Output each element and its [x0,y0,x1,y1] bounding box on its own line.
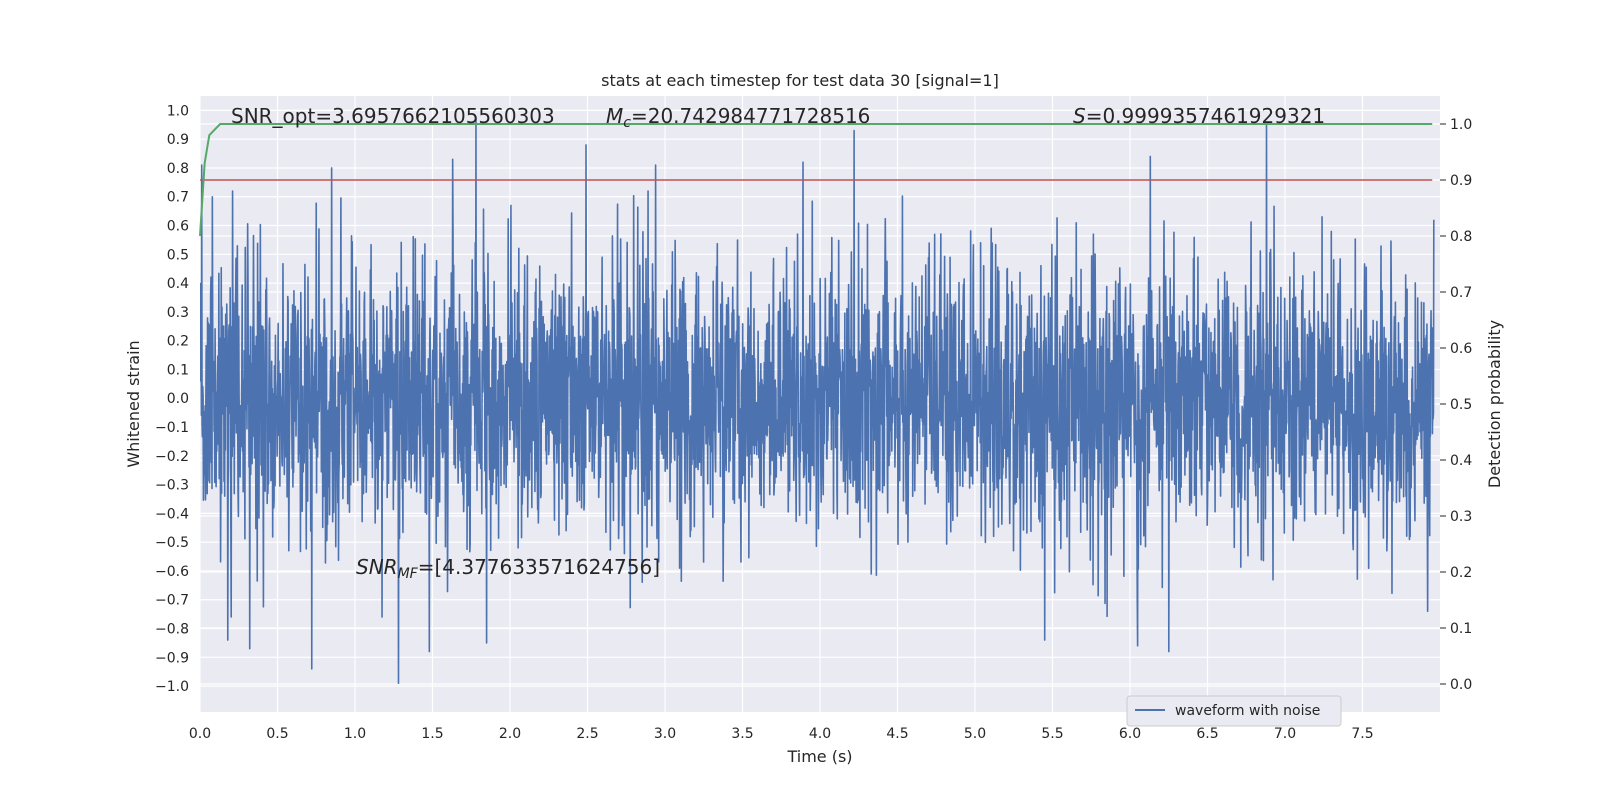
x-tick-label: 5.0 [964,726,986,742]
y-tick-label: 0.8 [167,161,189,177]
y-tick-label: 0.2 [167,334,189,350]
y-tick-label: −0.9 [155,650,189,666]
y-tick-label: −0.6 [155,564,189,580]
y-tick-label: −0.7 [155,593,189,609]
y2-tick-label: 0.3 [1450,509,1472,525]
y2-tick-label: 0.4 [1450,453,1472,469]
plot-area [199,96,1440,712]
x-tick-label: 6.0 [1119,726,1141,742]
y-tick-label: −0.1 [155,420,189,436]
y-tick-label: 0.9 [167,132,189,148]
waveform-path [200,118,1435,685]
legend-box [1126,695,1342,727]
annotation-s-value: =0.9999357461929321 [1086,104,1325,128]
y2-tick-label: 0.8 [1450,229,1472,245]
y-tick-label: 0.0 [167,391,189,407]
y-tick-label: 0.1 [167,362,189,378]
y-tick-labels: −1.0 −0.9 −0.8 −0.7 −0.6 −0.5 −0.4 −0.3 −0.2 −0.1… [155,103,189,695]
x-tick-label: 6.5 [1196,726,1218,742]
x-tick-label: 7.5 [1351,726,1373,742]
y2-tick-label: 0.6 [1450,341,1472,357]
y2-tick-labels: 0.0 0.1 0.2 0.3 0.4 0.5 0.6 0.7 0.8 0.9 1.0 [1440,117,1472,693]
x-tick-label: 1.0 [344,726,366,742]
annotation-chirp-mass-value: =20.742984771728516 [631,104,870,128]
y2-tick-label: 0.0 [1450,677,1472,693]
y-tick-label: −0.4 [155,506,189,522]
y-tick-label: 0.4 [167,276,189,292]
x-tick-label: 2.5 [576,726,598,742]
y-tick-label: −0.2 [155,449,189,465]
annotation-snr-mf-subscript: MF [398,566,419,582]
x-tick-label: 3.0 [654,726,676,742]
annotation-s-symbol: S [1073,104,1086,128]
annotation-chirp-mass-subscript: c [623,115,631,131]
y2-tick-label: 0.7 [1450,285,1472,301]
annotation-chirp-mass: Mc=20.742984771728516 [606,104,870,131]
legend-entry-waveform: waveform with noise [1175,703,1320,719]
annotation-snr-mf-symbol: SNR [356,555,398,579]
y2-tick-label: 0.9 [1450,173,1472,189]
y-tick-label: 0.7 [167,190,189,206]
x-axis-label: Time (s) [786,747,852,766]
legend: waveform with noise [1126,695,1342,727]
x-tick-label: 0.5 [266,726,288,742]
y2-tick-label: 0.2 [1450,565,1472,581]
y-axis-label: Whitened strain [124,340,143,467]
annotation-snr-opt: SNR_opt=3.6957662105560303 [231,104,555,128]
series-waveform-with-noise [200,118,1435,685]
chart-title: stats at each timestep for test data 30 … [601,71,999,90]
y-tick-label: −0.3 [155,478,189,494]
x-tick-label: 1.5 [421,726,443,742]
y2-tick-label: 0.5 [1450,397,1472,413]
x-tick-labels: 0.0 0.5 1.0 1.5 2.0 2.5 3.0 3.5 4.0 4.5 5.0 5.5 6.0 6… [189,726,1374,742]
x-tick-label: 7.0 [1274,726,1296,742]
x-tick-label: 4.0 [809,726,831,742]
y-tick-label: 0.5 [167,247,189,263]
y2-tick-label: 0.1 [1450,621,1472,637]
annotation-snr-mf-value: =[4.377633571624756] [418,555,660,579]
annotation-s: S=0.9999357461929321 [1073,104,1325,128]
x-tick-label: 3.5 [731,726,753,742]
annotation-chirp-mass-symbol: M [606,104,623,128]
y-tick-label: 1.0 [167,103,189,119]
y2-tick-label: 1.0 [1450,117,1472,133]
y-tick-label: −0.5 [155,535,189,551]
x-tick-label: 2.0 [499,726,521,742]
y-tick-label: 0.6 [167,219,189,235]
annotation-snr-mf: SNRMF=[4.377633571624756] [356,555,660,582]
x-tick-label: 4.5 [886,726,908,742]
y2-axis-label: Detection probability [1485,320,1504,488]
y-tick-label: −0.8 [155,622,189,638]
y-tick-label: −1.0 [155,679,189,695]
x-tick-label: 5.5 [1041,726,1063,742]
y-tick-label: 0.3 [167,305,189,321]
series-detection-probability [199,123,1433,237]
x-tick-label: 0.0 [189,726,211,742]
